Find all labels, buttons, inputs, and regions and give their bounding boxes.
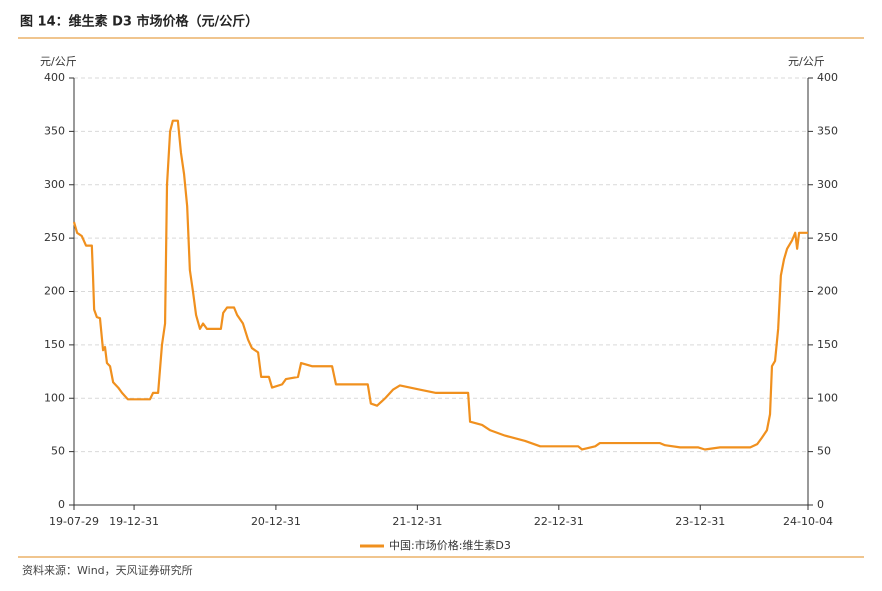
y-tick-label: 100 [44, 391, 65, 404]
y2-tick-label: 200 [817, 285, 838, 298]
y-axis-label: 元/公斤 [40, 55, 77, 68]
y-tick-label: 0 [58, 498, 65, 511]
data-line [72, 119, 808, 451]
y-tick-label: 250 [44, 231, 65, 244]
y-tick-label: 150 [44, 338, 65, 351]
y-tick-label: 300 [44, 178, 65, 191]
source-note: 资料来源：Wind，天风证券研究所 [22, 563, 193, 577]
y2-tick-label: 250 [817, 231, 838, 244]
y2-tick-label: 50 [817, 445, 831, 458]
x-tick-label: 20-12-31 [251, 515, 301, 528]
y2-tick-label: 400 [817, 71, 838, 84]
x-tick-label: 19-12-31 [109, 515, 159, 528]
y2-tick-label: 0 [817, 498, 824, 511]
x-tick-label: 22-12-31 [534, 515, 584, 528]
legend-label: 中国:市场价格:维生素D3 [389, 538, 511, 552]
chart-title: 图 14：维生素 D3 市场价格（元/公斤） [20, 14, 258, 30]
y-tick-label: 200 [44, 285, 65, 298]
x-tick-label: 21-12-31 [392, 515, 442, 528]
x-tick-label: 23-12-31 [675, 515, 725, 528]
y2-tick-label: 100 [817, 391, 838, 404]
x-tick-label: 19-07-29 [49, 515, 99, 528]
y-tick-label: 350 [44, 124, 65, 137]
x-tick-label: 24-10-04 [783, 515, 833, 528]
y2-tick-label: 150 [817, 338, 838, 351]
y2-tick-label: 350 [817, 124, 838, 137]
y-tick-label: 50 [51, 445, 65, 458]
y2-axis-label: 元/公斤 [788, 55, 825, 68]
y2-tick-label: 300 [817, 178, 838, 191]
y-tick-label: 400 [44, 71, 65, 84]
